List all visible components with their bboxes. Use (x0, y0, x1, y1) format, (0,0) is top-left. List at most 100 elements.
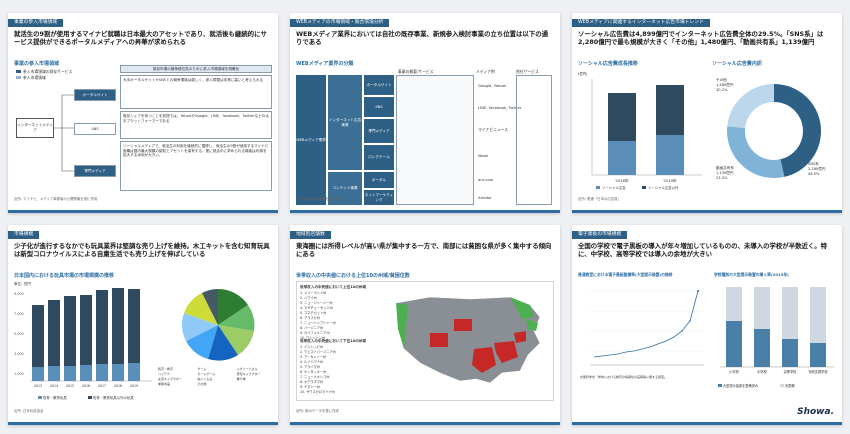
subcat-longtail: ロングテール (364, 145, 394, 170)
svg-text:2013: 2013 (34, 384, 42, 388)
bar-2018-social (608, 141, 636, 175)
donut-slice-other (727, 84, 821, 178)
desc-sns: 既存シェアを持つことを前提では、YahooやGoogle、LINE、facebo… (120, 111, 272, 139)
svg-text:1,139億円: 1,139億円 (716, 170, 734, 175)
svg-text:2016: 2016 (82, 384, 90, 388)
svg-text:1,000: 1,000 (14, 372, 24, 376)
slide-accent-bar (290, 210, 560, 213)
chart-title: 学校種別の大型提示装置の導入率(2019年) (714, 272, 789, 277)
svg-text:特別支援学校: 特別支援学校 (808, 369, 828, 374)
slide-toy-market[interactable]: 市場規模 少子化が進行するなかでも玩具業界は堅調な売り上げを維持。木工キットを含… (8, 225, 278, 425)
slide-web-media-analysis[interactable]: WEBメディアの市場領域・競合環境分析 WEBメディア業界においては自社の既存事… (290, 13, 560, 213)
bar-educational (64, 366, 76, 381)
slide-tag: WEBメディアに関連するインターネット広告市場トレンド (572, 19, 710, 27)
showa-logo: Showa. (797, 407, 834, 417)
axis-unit: (億円) (578, 72, 588, 76)
svg-text:5,000: 5,000 (14, 332, 24, 336)
legend-item: 知育・教育玩具 (38, 395, 67, 400)
slide-accent-bar (572, 210, 842, 213)
svg-text:高等学校: 高等学校 (784, 369, 798, 374)
slide-accent-bar (290, 422, 560, 425)
slide-lead: 全国の学校で電子黒板の導入が年々増加しているものの、未導入の学校が半数近く。特に… (578, 242, 828, 259)
subcat-sns: SNS (364, 97, 394, 117)
svg-text:2018年: 2018年 (615, 178, 629, 183)
svg-text:小学校: 小学校 (729, 369, 739, 374)
slide-source: 出所: 各州データを基に作成 (296, 409, 339, 413)
slide-lead: ソーシャル広告費は4,899億円でインターネット広告費全体の29.5%。「SNS… (578, 30, 824, 47)
svg-text:2,280億円: 2,280億円 (808, 166, 826, 171)
slide-lead: 就活生の9割が使用するマイナビ就職は日本最大のアセットであり、就活後も継続的にサ… (14, 30, 267, 47)
svg-text:2019: 2019 (130, 384, 138, 388)
bar-other-toys (96, 290, 108, 364)
svg-text:その他: その他 (716, 77, 727, 82)
svg-text:SNS系: SNS系 (808, 161, 819, 166)
toy-pie-chart (182, 288, 255, 361)
svg-text:ソーシャル広告: ソーシャル広告 (602, 185, 626, 190)
svg-text:中学校: 中学校 (757, 369, 767, 374)
column-header: 既存市場の競争優位性のために参入市場領域を明確化 (120, 65, 272, 73)
slide-accent-bar (8, 422, 278, 425)
section-title: WEBメディア業界の分類 (296, 61, 354, 67)
slide-us-income-map[interactable]: 地域別店舗数 東海圏には所得レベルが高い県が集中する一方で、南部には貧困な県が多… (290, 225, 560, 425)
bar-other-toys (32, 305, 44, 367)
node-specialized: 専門メディア (74, 165, 116, 177)
stacked-percent-chart: 小学校 中学校 高等学校 特別支援学校 (720, 287, 834, 374)
media-example: Ameba (478, 195, 492, 200)
axis-unit: 単位：億円 (14, 282, 31, 286)
desc-portal: 大手ポータルサイトやSNSとの競争環境は激しく、参入障壁は非常に高いと考えられる (120, 75, 272, 109)
donut-slice-video (727, 84, 821, 178)
stacked-bar-chart: 2018年 2019年 ソーシャル広告 ソーシャル広告以外 (591, 79, 702, 190)
category-ad: インターネット広告事業 (328, 75, 362, 170)
slide-e-blackboard[interactable]: 電子黒板の市場規模 全国の学校で電子黒板の導入が年々増加しているものの、未導入の… (572, 225, 842, 425)
slide-accent-bar (8, 210, 278, 213)
category-root: WEBメディア業界 (296, 75, 326, 205)
bar-educational (48, 366, 60, 381)
media-example: Google, Yahoo! (478, 83, 507, 88)
subcat-specialized: 専門メディア (364, 119, 394, 143)
line-chart (590, 290, 704, 366)
col-head-other: 他社サービス (516, 69, 539, 74)
slide-source: 出所: マイナビ、メディア事業者の公開情報を基に作成 (14, 197, 98, 201)
media-example: LINE, facebook, Twitter (478, 105, 522, 110)
media-example: マイナビニュース (478, 127, 509, 132)
node-sns: SNS (74, 123, 116, 135)
slide-tag: 電子黒板の市場規模 (572, 231, 628, 239)
subcat-portal2: ポータル (364, 172, 394, 188)
svg-text:2017: 2017 (98, 384, 106, 388)
svg-text:2015: 2015 (66, 384, 74, 388)
svg-text:30.2%: 30.2% (716, 88, 728, 92)
bar-other-toys (80, 295, 92, 365)
slide-market-area[interactable]: 事業の参入市場領域 就活生の9割が使用するマイナビ就職は日本最大のアセットであり… (8, 13, 278, 213)
us-map (395, 296, 541, 384)
slide-tag: WEBメディアの市場領域・競合環境分析 (290, 19, 390, 27)
svg-text:動画共有系: 動画共有系 (716, 165, 734, 170)
pie-legend: 知育・教育 ゲーム ジグソーパズル ハイテク カードゲーム 男児キャラクター 女… (158, 367, 261, 386)
chart-note: 文部科学省「学校における教育の情報化の実態等に関する調査」 (580, 375, 668, 379)
section-title: 世帯収入の中央値における上位10の州域/貧困位数 (296, 273, 410, 279)
bar-other-toys (48, 300, 60, 366)
svg-text:46.5%: 46.5% (808, 172, 820, 176)
bar-2019-social (656, 135, 684, 175)
slide-source: 出所: 各種公開情報を基に作成 (296, 197, 343, 201)
category-content: コンテンツ事業 (328, 172, 362, 205)
slide-tag: 市場規模 (8, 231, 40, 239)
legend-item: 知育・教育玩具以外の玩具 (88, 395, 134, 400)
svg-text:23.3%: 23.3% (716, 176, 728, 180)
chart-title: ソーシャル広告費成長推移 (578, 61, 638, 67)
slide-social-ad-trend[interactable]: WEBメディアに関連するインターネット広告市場トレンド ソーシャル広告費は4,8… (572, 13, 842, 213)
slide-tag: 地域別店舗数 (290, 231, 331, 239)
bar-educational (80, 365, 92, 381)
tree-connector (54, 94, 74, 172)
node-portal: ポータルサイト (74, 89, 116, 101)
slide-lead: 少子化が進行するなかでも玩具業界は堅調な売り上げを維持。木工キットを含む知育玩具… (14, 242, 270, 259)
svg-text:7,000: 7,000 (14, 312, 24, 316)
root-node: インターネットメディア (16, 118, 54, 138)
section-title: 事業の参入市場領域 (14, 61, 60, 67)
slide-source: 出所: 日本玩具協会 (14, 409, 44, 413)
svg-text:9,000: 9,000 (14, 292, 24, 296)
legend-item: 参入市場領域 (16, 75, 46, 81)
subcat-netmarketing: ネットマーケティング (364, 190, 394, 205)
chart-title: 普通教室における電子黒板整備率(大型提示装置)の推移 (578, 272, 673, 277)
media-example: am.com (478, 177, 494, 182)
